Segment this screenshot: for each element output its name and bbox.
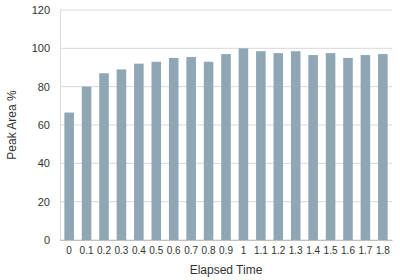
x-tick-label: 1.7 [358,245,372,256]
bar [134,64,144,240]
x-tick-label: 0.4 [132,245,146,256]
x-tick: 1.5 [324,240,338,256]
x-tick: 0.6 [167,240,181,256]
grid [60,10,392,240]
x-tick-label: 0.3 [114,245,128,256]
bar [239,48,249,240]
x-tick: 0.7 [184,240,198,256]
x-tick: 1.4 [306,240,320,256]
bar [343,58,353,240]
bar [186,57,196,240]
bar [117,69,127,240]
bar [82,87,92,240]
x-tick-label: 1.4 [306,245,320,256]
bar [291,51,301,240]
bar [169,58,179,240]
x-tick-label: 0.9 [219,245,233,256]
plot-area: 0 20 40 60 80 100 120 0 0.10.20.3 0.40.5 0.60.7 0.8… [32,4,393,256]
bar [221,54,231,240]
x-tick: 0.9 [219,240,233,256]
bar [308,55,318,240]
x-tick: 0.1 [80,240,94,256]
y-axis-line [60,11,61,241]
bar [64,113,74,240]
x-tick-label: 1.6 [341,245,355,256]
y-tick: 80 [38,81,60,93]
y-tick-label: 100 [32,42,50,54]
y-tick: 60 [38,119,60,131]
x-tick-label: 1.5 [324,245,338,256]
x-tick: 1.8 [376,240,390,256]
x-tick: 1.6 [341,240,355,256]
bar [99,73,109,240]
chart: 0 20 40 60 80 100 120 0 0.10.20.3 0.40.5 0.60.7 0.8… [0,0,400,280]
x-tick-label: 1.2 [271,245,285,256]
y-tick: 40 [38,157,60,169]
x-tick: 1 [241,240,247,256]
y-tick-label: 120 [32,4,50,16]
x-tick-label: 0.6 [167,245,181,256]
y-tick: 20 [38,196,60,208]
bars [64,48,387,240]
y-axis-title: Peak Area % [5,90,19,160]
x-tick: 0 [66,240,72,256]
bar [361,55,371,240]
x-tick-label: 1 [241,245,247,256]
y-tick-label: 80 [38,81,50,93]
bar [378,54,388,240]
x-axis-title: Elapsed Time [190,263,263,277]
x-tick: 0.4 [132,240,146,256]
bar [326,53,336,240]
x-tick-label: 0.1 [80,245,94,256]
x-tick-label: 0.8 [202,245,216,256]
x-axis: 00.10.20.30.40.50.60.70.80.911.11.21.31.… [61,240,393,256]
x-tick-label: 1.1 [254,245,268,256]
x-tick: 0.3 [114,240,128,256]
y-tick: 120 [32,4,60,16]
x-tick: 0.8 [202,240,216,256]
y-tick: 100 [32,42,60,54]
x-tick: 1.7 [358,240,372,256]
x-tick: 1.2 [271,240,285,256]
x-axis-line [61,240,393,241]
x-tick: 0.2 [97,240,111,256]
x-tick: 1.3 [289,240,303,256]
y-tick-label: 0 [44,234,50,246]
y-tick-label: 60 [38,119,50,131]
x-tick-label: 0.2 [97,245,111,256]
bar [204,62,214,240]
y-tick: 0 [44,234,60,246]
x-tick-label: 0 [66,245,72,256]
y-tick-label: 20 [38,196,50,208]
x-tick: 1.1 [254,240,268,256]
bar [151,62,161,240]
y-axis: 0 20 40 60 80 100 120 [32,4,61,246]
x-tick-label: 0.5 [149,245,163,256]
y-tick-label: 40 [38,157,50,169]
grid-line [60,10,392,11]
x-tick-label: 1.3 [289,245,303,256]
bar [273,53,283,240]
grid-line [60,48,392,49]
x-tick: 0.5 [149,240,163,256]
x-tick-label: 1.8 [376,245,390,256]
bar [256,51,266,240]
x-tick-label: 0.7 [184,245,198,256]
